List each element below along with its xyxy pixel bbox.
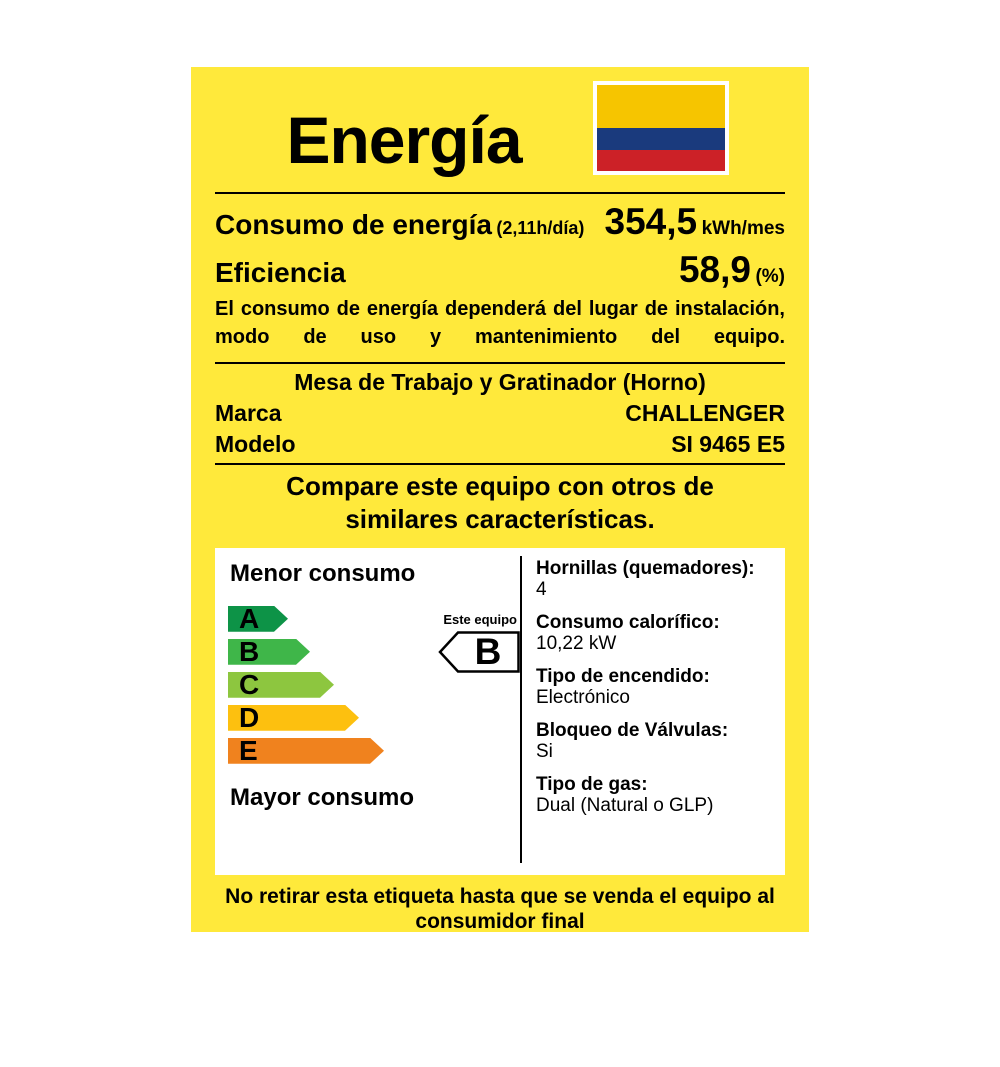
comparison-panel: Menor consumo A B C D E Mayor consumo (215, 547, 785, 875)
spec-value: Si (536, 740, 553, 762)
spec-value: Electrónico (536, 686, 630, 708)
spec-label: Bloqueo de Válvulas: (536, 719, 729, 741)
spec-label: Tipo de gas: (536, 773, 648, 795)
class-arrows: A B C D E (228, 606, 384, 771)
consumption-value: 354,5 (604, 201, 698, 242)
efficiency-scale: Menor consumo A B C D E Mayor consumo (215, 548, 520, 875)
energy-label: Energía Consumo de energía (2,11h/día) 3… (191, 67, 809, 932)
spec-tipo-gas: Tipo de gas: Dual (Natural o GLP) (536, 774, 785, 816)
efficiency-value-group: 58,9 (%) (679, 249, 785, 291)
efficiency-unit: (%) (755, 266, 785, 287)
flag-stripe-yellow (597, 85, 725, 128)
spec-label: Hornillas (quemadores): (536, 557, 755, 579)
flag-stripe-red (597, 149, 725, 171)
spec-value: 10,22 kW (536, 632, 617, 654)
model-label: Modelo (215, 430, 296, 457)
class-arrow-c: C (228, 672, 334, 698)
consumption-label-group: Consumo de energía (2,11h/día) (215, 209, 584, 241)
efficiency-value: 58,9 (678, 249, 751, 290)
consumption-value-group: 354,5 kWh/mes (605, 201, 785, 243)
class-arrow-b: B (228, 639, 310, 665)
este-equipo-arrow-icon: B (438, 631, 520, 673)
product-type: Mesa de Trabajo y Gratinador (Horno) (294, 368, 706, 395)
spec-label: Tipo de encendido: (536, 665, 710, 687)
spec-hornillas: Hornillas (quemadores): 4 (536, 558, 785, 600)
divider-line (215, 462, 785, 465)
divider-line (215, 192, 785, 194)
disclaimer-note: El consumo de energía dependerá del luga… (215, 298, 785, 349)
colombia-flag-icon (593, 81, 729, 175)
spec-value: 4 (536, 578, 547, 600)
consumption-row: Consumo de energía (2,11h/día) 354,5 kWh… (215, 201, 785, 243)
class-letter-b: B (239, 635, 260, 667)
specs-column: Hornillas (quemadores): 4 Consumo calorí… (522, 548, 785, 875)
spec-tipo-encendido: Tipo de encendido: Electrónico (536, 666, 785, 708)
panel-divider (520, 555, 522, 863)
efficiency-row: Eficiencia 58,9 (%) (215, 249, 785, 291)
efficiency-label: Eficiencia (215, 257, 346, 288)
class-arrow-a: A (228, 606, 288, 632)
footer-note: No retirar esta etiqueta hasta que se ve… (225, 884, 775, 932)
class-letter-c: C (239, 668, 260, 700)
brand-label: Marca (215, 399, 282, 426)
brand-row: Marca CHALLENGER (215, 398, 785, 429)
este-equipo-marker: Este equipo B (436, 612, 520, 673)
divider-line (215, 361, 785, 364)
flag-stripe-blue (597, 128, 725, 150)
brand-value: CHALLENGER (625, 399, 785, 426)
product-info: Mesa de Trabajo y Gratinador (Horno) Mar… (215, 364, 785, 463)
compare-text: Compare este equipo con otros de similar… (286, 470, 714, 534)
class-letter-a: A (239, 602, 260, 634)
spec-label: Consumo calorífico: (536, 611, 720, 633)
class-letter-e: E (239, 734, 258, 766)
label-header: Energía (215, 67, 785, 192)
class-arrow-d: D (228, 705, 359, 731)
consumption-usage: (2,11h/día) (496, 218, 585, 238)
este-equipo-label: Este equipo (443, 611, 517, 627)
spec-value: Dual (Natural o GLP) (536, 794, 714, 816)
mayor-consumo-label: Mayor consumo (230, 783, 415, 811)
title-wrap: Energía (215, 67, 593, 173)
menor-consumo-label: Menor consumo (230, 559, 416, 587)
consumption-label: Consumo de energía (215, 209, 492, 240)
spec-bloqueo-valvulas: Bloqueo de Válvulas: Si (536, 720, 785, 762)
consumption-unit: kWh/mes (701, 218, 785, 239)
page-title: Energía (286, 103, 522, 177)
class-arrow-e: E (228, 738, 384, 764)
este-equipo-class: B (474, 630, 502, 672)
class-letter-d: D (239, 701, 260, 733)
model-value: SI 9465 E5 (671, 430, 785, 457)
spec-consumo-calorifico: Consumo calorífico: 10,22 kW (536, 612, 785, 654)
model-row: Modelo SI 9465 E5 (215, 429, 785, 460)
